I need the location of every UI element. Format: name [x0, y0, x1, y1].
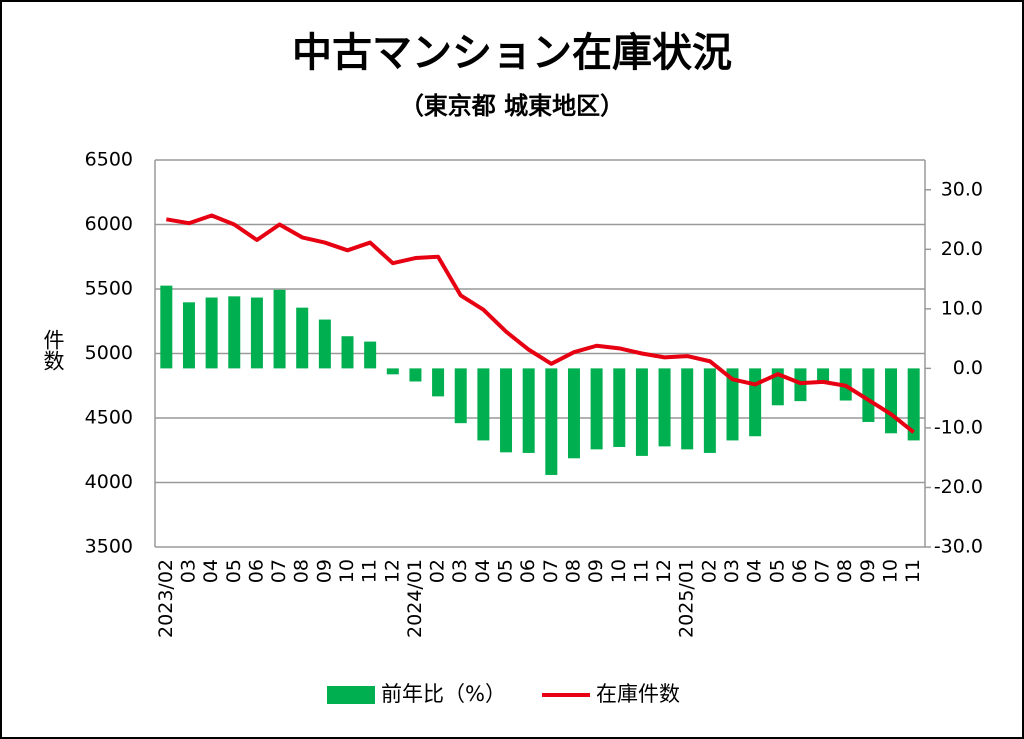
bar — [228, 296, 241, 369]
bar — [341, 336, 354, 369]
bar — [318, 319, 331, 369]
y2-tick-label: 20.0 — [941, 238, 983, 260]
x-tick-label: 10 — [608, 559, 630, 583]
bar — [862, 368, 875, 422]
bar — [613, 368, 626, 447]
legend-swatch — [327, 686, 375, 704]
bar — [907, 368, 920, 441]
bar — [500, 368, 513, 453]
x-tick-label: 07 — [540, 559, 562, 583]
x-tick-label: 11 — [630, 559, 652, 583]
x-tick-label: 06 — [245, 559, 267, 583]
bar — [749, 368, 762, 437]
x-tick-label: 10 — [336, 559, 358, 583]
x-tick-label: 04 — [200, 559, 222, 583]
x-tick-label: 02 — [698, 559, 720, 583]
x-tick-label: 09 — [313, 559, 335, 583]
y2-tick-label: -20.0 — [934, 476, 983, 498]
bar — [590, 368, 603, 450]
x-tick-label: 06 — [517, 559, 539, 583]
x-tick-label: 05 — [766, 559, 788, 583]
x-tick-label: 11 — [902, 559, 924, 583]
x-tick-label: 09 — [857, 559, 879, 583]
y-tick-label: 6000 — [85, 213, 133, 235]
x-tick-label: 04 — [744, 559, 766, 583]
bar — [817, 368, 830, 382]
x-tick-label: 11 — [359, 559, 381, 583]
legend-label: 在庫件数 — [596, 682, 680, 706]
y-tick-label: 5500 — [85, 278, 133, 300]
y2-tick-label: 30.0 — [941, 178, 983, 200]
bar — [522, 368, 535, 453]
x-tick-label: 04 — [472, 559, 494, 583]
bar — [432, 368, 445, 397]
x-tick-label: 07 — [812, 559, 834, 583]
bar — [703, 368, 716, 453]
x-tick-label: 03 — [177, 559, 199, 583]
y-tick-label: 4000 — [85, 471, 133, 493]
bar — [386, 368, 399, 375]
x-tick-label: 05 — [495, 559, 517, 583]
chart-title: 中古マンション在庫状況 — [292, 30, 732, 76]
x-tick-label: 12 — [653, 559, 675, 583]
bar — [205, 297, 218, 369]
x-tick-label: 2024/01 — [404, 559, 426, 638]
x-tick-label: 10 — [880, 559, 902, 583]
y2-tick-label: 10.0 — [941, 297, 983, 319]
y-tick-label: 5000 — [85, 342, 133, 364]
chart-subtitle: （東京都 城東地区） — [400, 92, 624, 120]
line — [165, 213, 915, 434]
bar — [296, 307, 309, 369]
y-tick-label: 4500 — [85, 407, 133, 429]
bar — [250, 297, 263, 369]
bar — [182, 302, 195, 369]
bar — [273, 289, 286, 369]
x-tick-label: 07 — [268, 559, 290, 583]
x-tick-label: 03 — [721, 559, 743, 583]
y2-tick-label: 0.0 — [953, 357, 983, 379]
x-tick-label: 12 — [381, 559, 403, 583]
x-tick-label: 2025/01 — [676, 559, 698, 638]
bar — [635, 368, 648, 456]
y-tick-label: 6500 — [85, 149, 133, 171]
bar — [160, 285, 173, 369]
bar — [567, 368, 580, 459]
bar — [726, 368, 739, 441]
bar — [681, 368, 694, 450]
y-axis-label: 件数 — [41, 329, 65, 371]
x-tick-label: 06 — [789, 559, 811, 583]
x-tick-label: 02 — [427, 559, 449, 583]
bar — [658, 368, 671, 447]
bar — [545, 368, 558, 475]
x-tick-label: 03 — [449, 559, 471, 583]
bar — [364, 341, 377, 369]
x-tick-label: 08 — [562, 559, 584, 583]
bar — [477, 368, 490, 441]
bar — [885, 368, 898, 434]
x-tick-label: 08 — [834, 559, 856, 583]
bar — [454, 368, 467, 424]
y-tick-label: 3500 — [85, 536, 133, 558]
x-tick-label: 08 — [291, 559, 313, 583]
y2-tick-label: -10.0 — [934, 416, 983, 438]
x-tick-label: 05 — [223, 559, 245, 583]
y2-tick-label: -30.0 — [934, 536, 983, 558]
legend-label: 前年比（%） — [381, 682, 506, 706]
x-tick-label: 2023/02 — [155, 559, 177, 638]
bar — [409, 368, 422, 382]
x-tick-label: 09 — [585, 559, 607, 583]
